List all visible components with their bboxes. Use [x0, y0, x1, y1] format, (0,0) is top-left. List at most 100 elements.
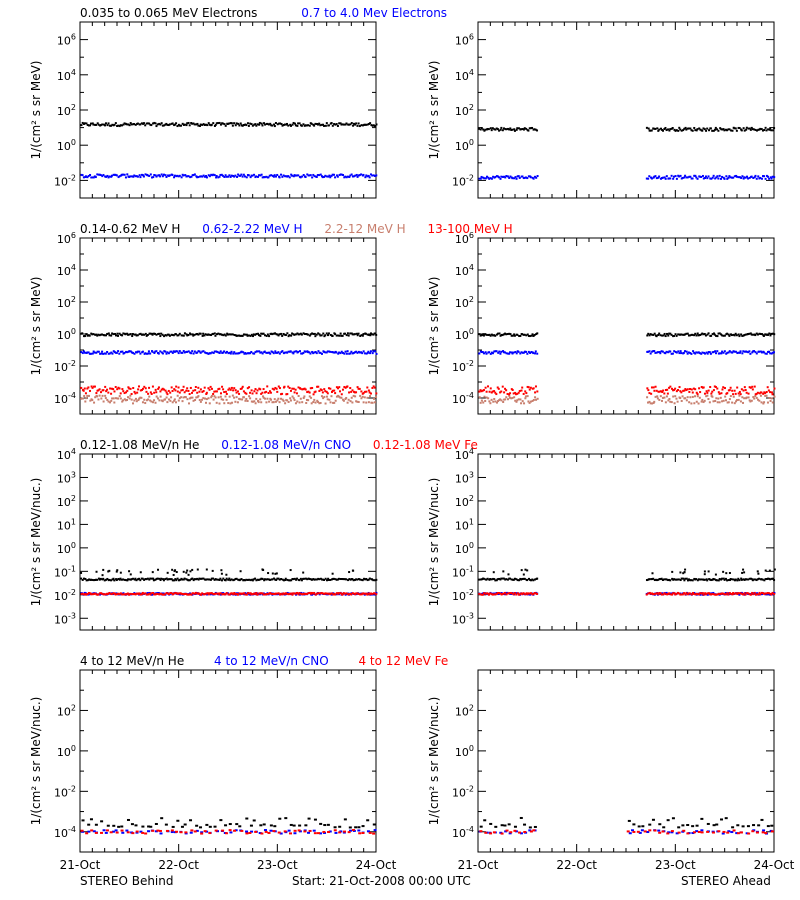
data-point: [489, 578, 492, 581]
data-point: [129, 387, 132, 390]
data-point: [673, 402, 676, 405]
data-point: [112, 824, 116, 827]
data-point: [329, 176, 332, 179]
data-point: [652, 593, 655, 596]
data-point: [291, 332, 294, 335]
data-point: [494, 350, 497, 353]
data-point: [711, 176, 714, 179]
data-point: [186, 334, 189, 337]
data-point: [222, 351, 225, 354]
data-point: [361, 592, 364, 595]
data-point: [661, 830, 665, 833]
data-point: [357, 578, 360, 581]
data-point: [122, 578, 125, 581]
data-point: [94, 176, 97, 179]
data-point: [749, 593, 752, 596]
y-tick-label: 106: [57, 33, 76, 48]
data-point: [322, 332, 325, 335]
data-point: [750, 126, 753, 129]
data-point: [648, 829, 652, 832]
data-point: [479, 593, 482, 596]
data-point: [729, 386, 732, 389]
data-point: [369, 350, 372, 353]
data-point: [676, 591, 679, 594]
data-point: [233, 578, 236, 581]
data-point: [712, 174, 715, 177]
y-tick-label: 10-2: [452, 359, 474, 374]
data-point: [225, 350, 228, 353]
data-point: [111, 123, 114, 126]
data-point: [110, 579, 113, 582]
data-point: [356, 334, 359, 337]
data-point: [81, 397, 84, 400]
data-point: [496, 578, 499, 581]
data-point: [117, 176, 120, 179]
data-point: [105, 578, 108, 581]
data-point: [246, 334, 249, 337]
plot-frame: [477, 453, 775, 631]
data-point: [126, 396, 129, 399]
data-point: [316, 592, 319, 595]
data-point: [513, 825, 517, 828]
data-point: [362, 173, 365, 176]
data-point: [297, 593, 300, 596]
data-point: [237, 122, 240, 125]
data-point: [106, 124, 109, 127]
data-point: [102, 829, 106, 832]
data-point: [161, 592, 164, 595]
data-point: [648, 578, 651, 581]
data-point: [325, 395, 328, 398]
data-point: [245, 830, 249, 833]
data-point: [81, 121, 84, 124]
data-point: [691, 825, 695, 828]
data-point: [309, 333, 312, 336]
data-point: [84, 577, 87, 580]
data-point: [721, 388, 724, 391]
data-point: [679, 174, 682, 177]
data-point: [228, 333, 231, 336]
data-point: [720, 392, 723, 395]
data-point: [102, 123, 105, 126]
data-point: [742, 593, 745, 596]
data-point: [187, 402, 190, 405]
data-point: [219, 593, 222, 596]
data-point: [127, 386, 130, 389]
data-point: [205, 391, 208, 394]
data-point: [311, 350, 314, 353]
x-tick-label: 23-Oct: [655, 858, 696, 872]
data-point: [107, 400, 110, 403]
data-point: [86, 124, 89, 127]
data-point: [215, 401, 218, 404]
data-point: [685, 592, 688, 595]
data-point: [751, 830, 755, 833]
data-point: [292, 824, 296, 827]
data-point: [675, 593, 678, 596]
data-point: [193, 350, 196, 353]
data-point: [147, 593, 150, 596]
data-point: [532, 579, 535, 582]
data-point: [163, 124, 166, 127]
data-point: [133, 390, 136, 393]
data-point: [740, 592, 743, 595]
data-point: [355, 350, 358, 353]
data-point: [485, 333, 488, 336]
data-point: [685, 577, 688, 580]
data-point: [347, 831, 351, 834]
data-point: [664, 401, 667, 404]
data-point: [647, 127, 650, 130]
data-point: [312, 332, 315, 335]
data-point: [367, 578, 370, 581]
data-point: [246, 400, 249, 403]
data-point: [508, 396, 511, 399]
data-point: [531, 333, 534, 336]
data-point: [329, 333, 332, 336]
data-point: [333, 351, 336, 354]
data-point: [683, 592, 686, 595]
data-point: [673, 128, 676, 131]
data-point: [145, 390, 148, 393]
data-point: [133, 399, 136, 402]
data-point: [501, 129, 504, 132]
data-point: [506, 578, 509, 581]
data-point: [521, 333, 524, 336]
